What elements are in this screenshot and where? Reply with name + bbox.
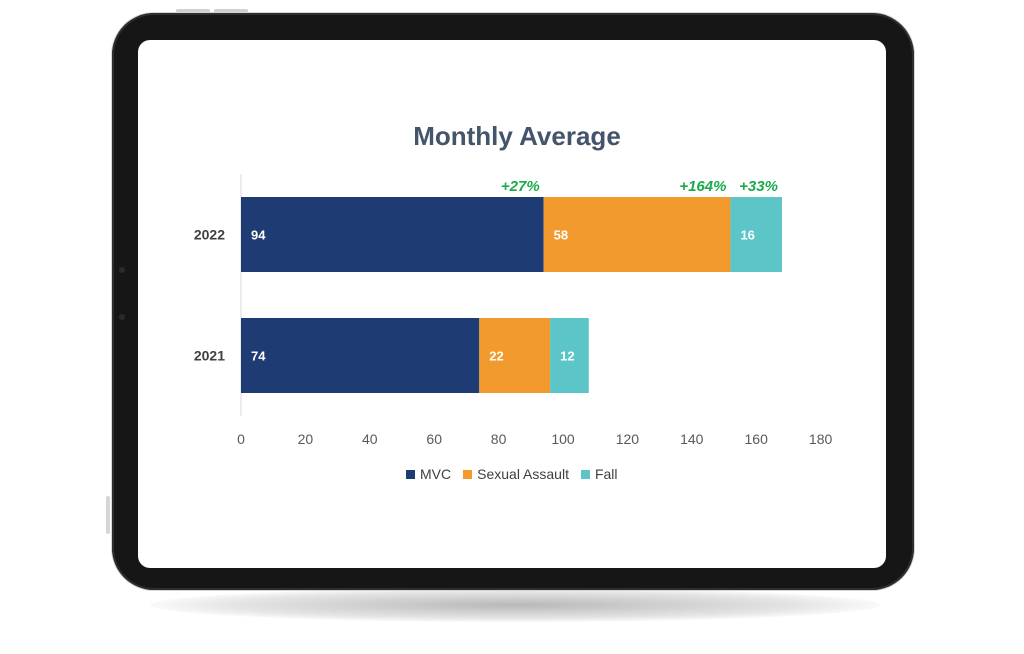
device-side-button: [106, 496, 110, 534]
bar-sexual-assault-2021: [479, 318, 551, 393]
camera-dot: [119, 267, 125, 273]
device-top-button: [176, 9, 210, 14]
bar-fall-2021: [550, 318, 589, 393]
legend-item-mvc: MVC: [406, 466, 451, 482]
chart-title: Monthly Average: [413, 121, 621, 151]
data-label-fall-2021: 12: [560, 349, 574, 364]
x-tick-label: 160: [745, 431, 769, 447]
data-label-sexual-assault-2021: 22: [489, 349, 503, 364]
category-label-2022: 2022: [194, 227, 225, 243]
change-annotation-fall: +33%: [739, 178, 778, 195]
bar-mvc-2022: [241, 197, 544, 272]
x-tick-label: 100: [551, 431, 575, 447]
change-annotation-mvc: +27%: [501, 178, 540, 195]
bar-sexual-assault-2022: [543, 197, 731, 272]
device-shadow: [150, 588, 880, 622]
bar-fall-2022: [730, 197, 782, 272]
data-label-mvc-2022: 94: [251, 228, 266, 243]
legend-label: Fall: [594, 466, 618, 482]
x-tick-label: 0: [237, 431, 245, 447]
x-tick-label: 180: [809, 431, 833, 447]
data-label-mvc-2021: 74: [251, 349, 266, 364]
x-tick-label: 60: [426, 431, 442, 447]
camera-dot: [119, 314, 125, 320]
change-annotation-sexual-assault: +164%: [679, 178, 726, 195]
legend-swatch: [463, 469, 473, 479]
legend-swatch: [406, 469, 415, 479]
legend-item-fall: Fall: [580, 466, 618, 482]
x-tick-label: 120: [616, 431, 640, 447]
data-label-sexual-assault-2022: 58: [554, 228, 568, 243]
device-top-button: [214, 9, 248, 14]
x-tick-label: 80: [491, 431, 507, 447]
category-label-2021: 2021: [194, 348, 225, 364]
tablet-screen: [138, 40, 886, 568]
chart-legend: MVC Sexual Assault Fall: [406, 466, 630, 482]
data-label-fall-2022: 16: [740, 228, 754, 243]
legend-item-sexual-assault: Sexual Assault: [463, 466, 569, 482]
legend-label: Sexual Assault: [477, 466, 569, 482]
legend-swatch: [580, 469, 590, 479]
bar-mvc-2021: [241, 318, 480, 393]
x-tick-label: 40: [362, 431, 378, 447]
x-tick-label: 140: [680, 431, 704, 447]
x-tick-label: 20: [298, 431, 314, 447]
legend-label: MVC: [420, 466, 452, 482]
